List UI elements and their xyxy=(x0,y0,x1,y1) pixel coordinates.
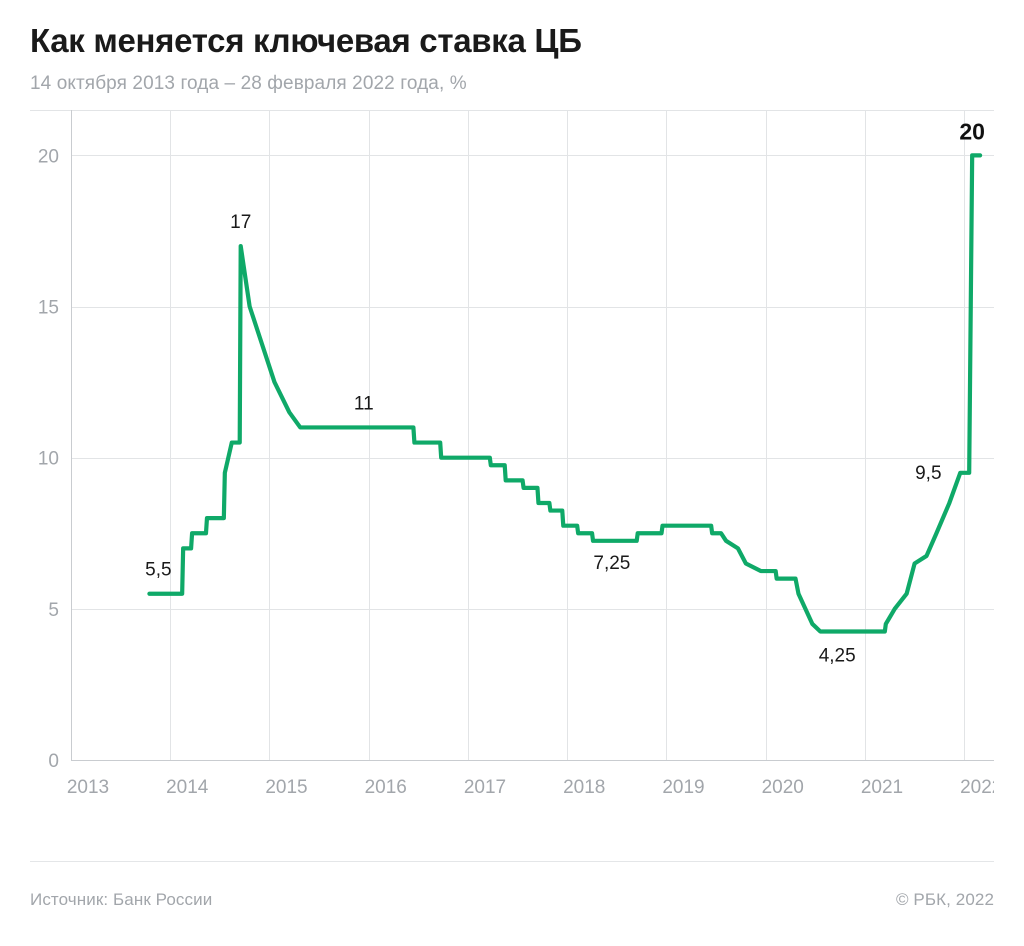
footer: Источник: Банк России © РБК, 2022 xyxy=(30,861,994,910)
header: Как меняется ключевая ставка ЦБ 14 октяб… xyxy=(30,0,994,95)
data-label: 17 xyxy=(230,212,251,233)
x-tick-label: 2013 xyxy=(67,777,109,798)
series-line-key-rate xyxy=(147,153,983,634)
x-axis-labels: 2013 2014 2015 2016 2017 2018 2019 2020 2021 2022 xyxy=(67,777,994,798)
x-tick-label: 2015 xyxy=(265,777,307,798)
data-annotations: 5,5 17 11 7,25 4,25 9,5 20 xyxy=(145,118,985,666)
y-tick-label: 15 xyxy=(38,297,59,318)
y-tick-label: 5 xyxy=(48,600,59,621)
x-tick-label: 2021 xyxy=(861,777,903,798)
y-tick-label: 20 xyxy=(38,146,59,167)
line-chart: 0 5 10 15 20 2013 2014 2015 2016 2017 2018 2019 202… xyxy=(30,109,994,810)
copyright-note: © РБК, 2022 xyxy=(895,890,994,909)
y-tick-label: 10 xyxy=(38,449,59,470)
data-label: 5,5 xyxy=(145,560,171,581)
page-subtitle: 14 октября 2013 года – 28 февраля 2022 г… xyxy=(30,72,467,94)
x-tick-label: 2019 xyxy=(662,777,704,798)
data-label: 11 xyxy=(354,393,374,414)
y-axis-labels: 0 5 10 15 20 xyxy=(38,146,59,772)
data-label: 4,25 xyxy=(819,645,856,666)
source-note: Источник: Банк России xyxy=(30,890,213,909)
data-series xyxy=(147,153,983,634)
data-label: 7,25 xyxy=(593,553,630,574)
x-tick-label: 2018 xyxy=(563,777,605,798)
x-tick-label: 2020 xyxy=(762,777,804,798)
data-label: 9,5 xyxy=(915,463,941,484)
x-tick-label: 2016 xyxy=(365,777,407,798)
page-title: Как меняется ключевая ставка ЦБ xyxy=(30,22,582,59)
axis-lines xyxy=(30,109,994,760)
x-tick-label: 2022 xyxy=(960,777,994,798)
x-tick-label: 2017 xyxy=(464,777,506,798)
data-label: 20 xyxy=(959,118,985,144)
x-tick-label: 2014 xyxy=(166,777,209,798)
y-tick-label: 0 xyxy=(48,751,59,772)
